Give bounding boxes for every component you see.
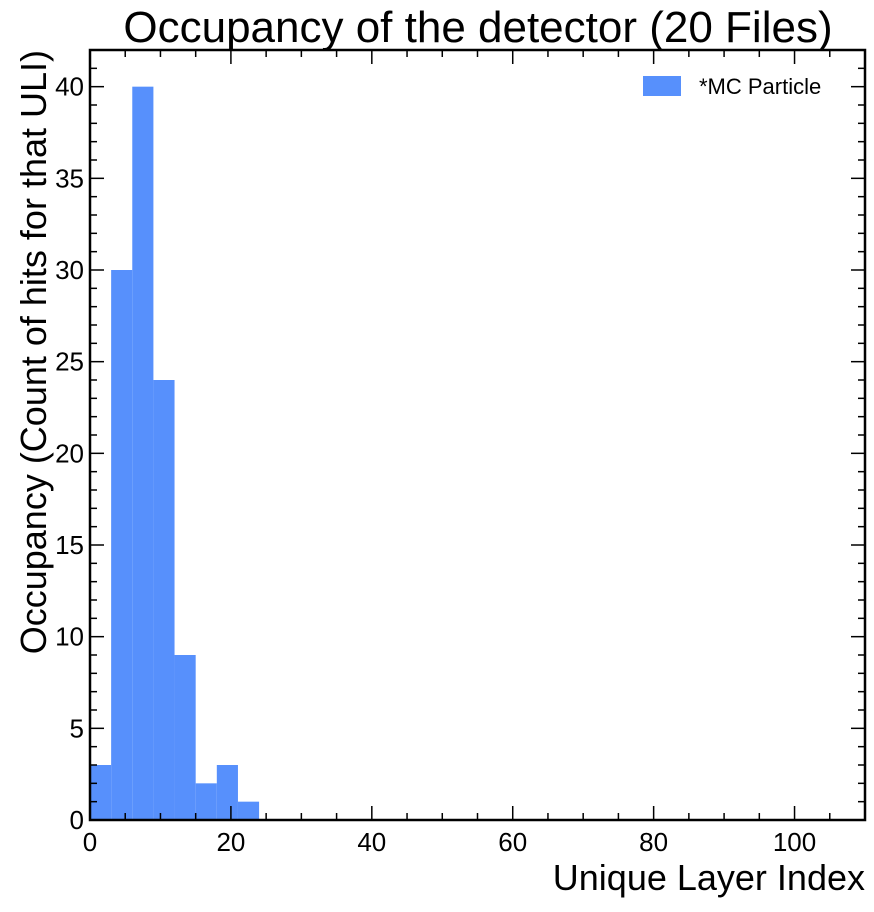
y-tick-label: 35 bbox=[55, 163, 84, 193]
x-tick-labels: 0 20 40 60 80 100 bbox=[83, 827, 816, 857]
histogram-bar bbox=[132, 86, 154, 820]
y-tick-label: 40 bbox=[55, 72, 84, 102]
y-tick-label: 15 bbox=[55, 530, 84, 560]
legend-label: *MC Particle bbox=[699, 74, 821, 99]
x-tick-label: 0 bbox=[83, 827, 97, 857]
legend-swatch bbox=[643, 76, 681, 96]
x-tick-label: 80 bbox=[639, 827, 668, 857]
x-tick-label: 60 bbox=[498, 827, 527, 857]
chart-title: Occupancy of the detector (20 Files) bbox=[123, 3, 832, 52]
y-tick-labels: 0 5 10 15 20 25 30 35 40 bbox=[55, 72, 84, 835]
x-tick-label: 20 bbox=[216, 827, 245, 857]
x-tick-label: 100 bbox=[773, 827, 816, 857]
plot-frame bbox=[88, 48, 867, 822]
histogram-bar bbox=[237, 801, 260, 820]
y-tick-label: 10 bbox=[55, 622, 84, 652]
y-tick-label: 25 bbox=[55, 347, 84, 377]
x-axis-label: Unique Layer Index bbox=[553, 857, 865, 898]
histogram-bar bbox=[195, 783, 217, 820]
histogram-bar bbox=[174, 655, 196, 820]
ticks-layer bbox=[89, 49, 866, 821]
histogram-bar bbox=[153, 380, 175, 820]
histogram-bar bbox=[90, 765, 112, 820]
y-tick-label: 20 bbox=[55, 438, 84, 468]
y-axis-label: Occupancy (Count of hits for that ULI) bbox=[13, 50, 54, 654]
bars-layer bbox=[90, 86, 260, 820]
histogram-bar bbox=[111, 270, 133, 820]
histogram-bar bbox=[216, 765, 238, 820]
legend: *MC Particle bbox=[643, 74, 821, 99]
x-tick-label: 40 bbox=[357, 827, 386, 857]
y-tick-label: 30 bbox=[55, 255, 84, 285]
y-tick-label: 0 bbox=[70, 805, 84, 835]
y-tick-label: 5 bbox=[70, 713, 84, 743]
